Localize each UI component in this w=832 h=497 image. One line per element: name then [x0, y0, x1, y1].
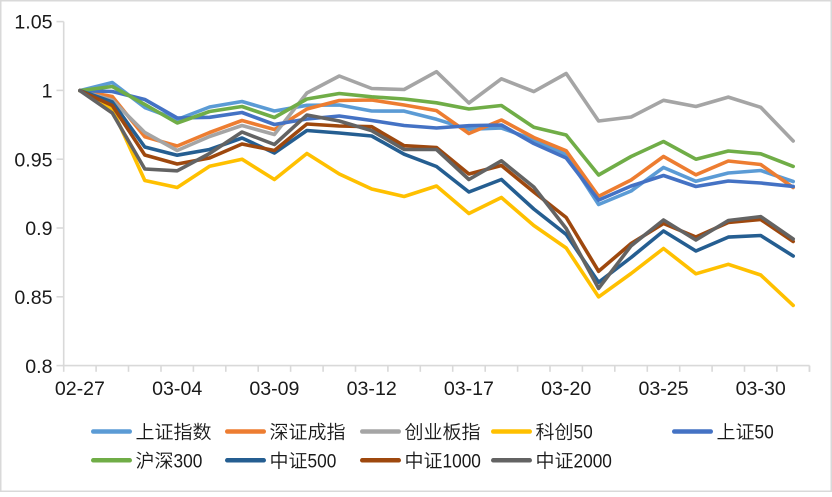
svg-text:03-30: 03-30: [736, 378, 786, 400]
svg-text:0.85: 0.85: [14, 287, 52, 309]
svg-text:03-17: 03-17: [444, 378, 494, 400]
svg-text:0.9: 0.9: [25, 218, 52, 240]
svg-text:03-25: 03-25: [638, 378, 688, 400]
svg-text:2000: 2000: [574, 452, 612, 473]
svg-text:0.8: 0.8: [25, 356, 52, 378]
svg-text:300: 300: [174, 452, 203, 473]
svg-text:50: 50: [755, 423, 774, 444]
svg-text:1000: 1000: [443, 452, 481, 473]
svg-text:02-27: 02-27: [55, 378, 105, 400]
svg-text:03-04: 03-04: [152, 378, 202, 400]
svg-text:50: 50: [574, 423, 593, 444]
svg-text:1.05: 1.05: [14, 12, 52, 34]
svg-text:03-12: 03-12: [347, 378, 397, 400]
svg-text:0.95: 0.95: [14, 149, 52, 171]
svg-text:1: 1: [42, 81, 53, 103]
svg-text:03-20: 03-20: [541, 378, 591, 400]
svg-text:500: 500: [308, 452, 337, 473]
svg-text:03-09: 03-09: [249, 378, 299, 400]
